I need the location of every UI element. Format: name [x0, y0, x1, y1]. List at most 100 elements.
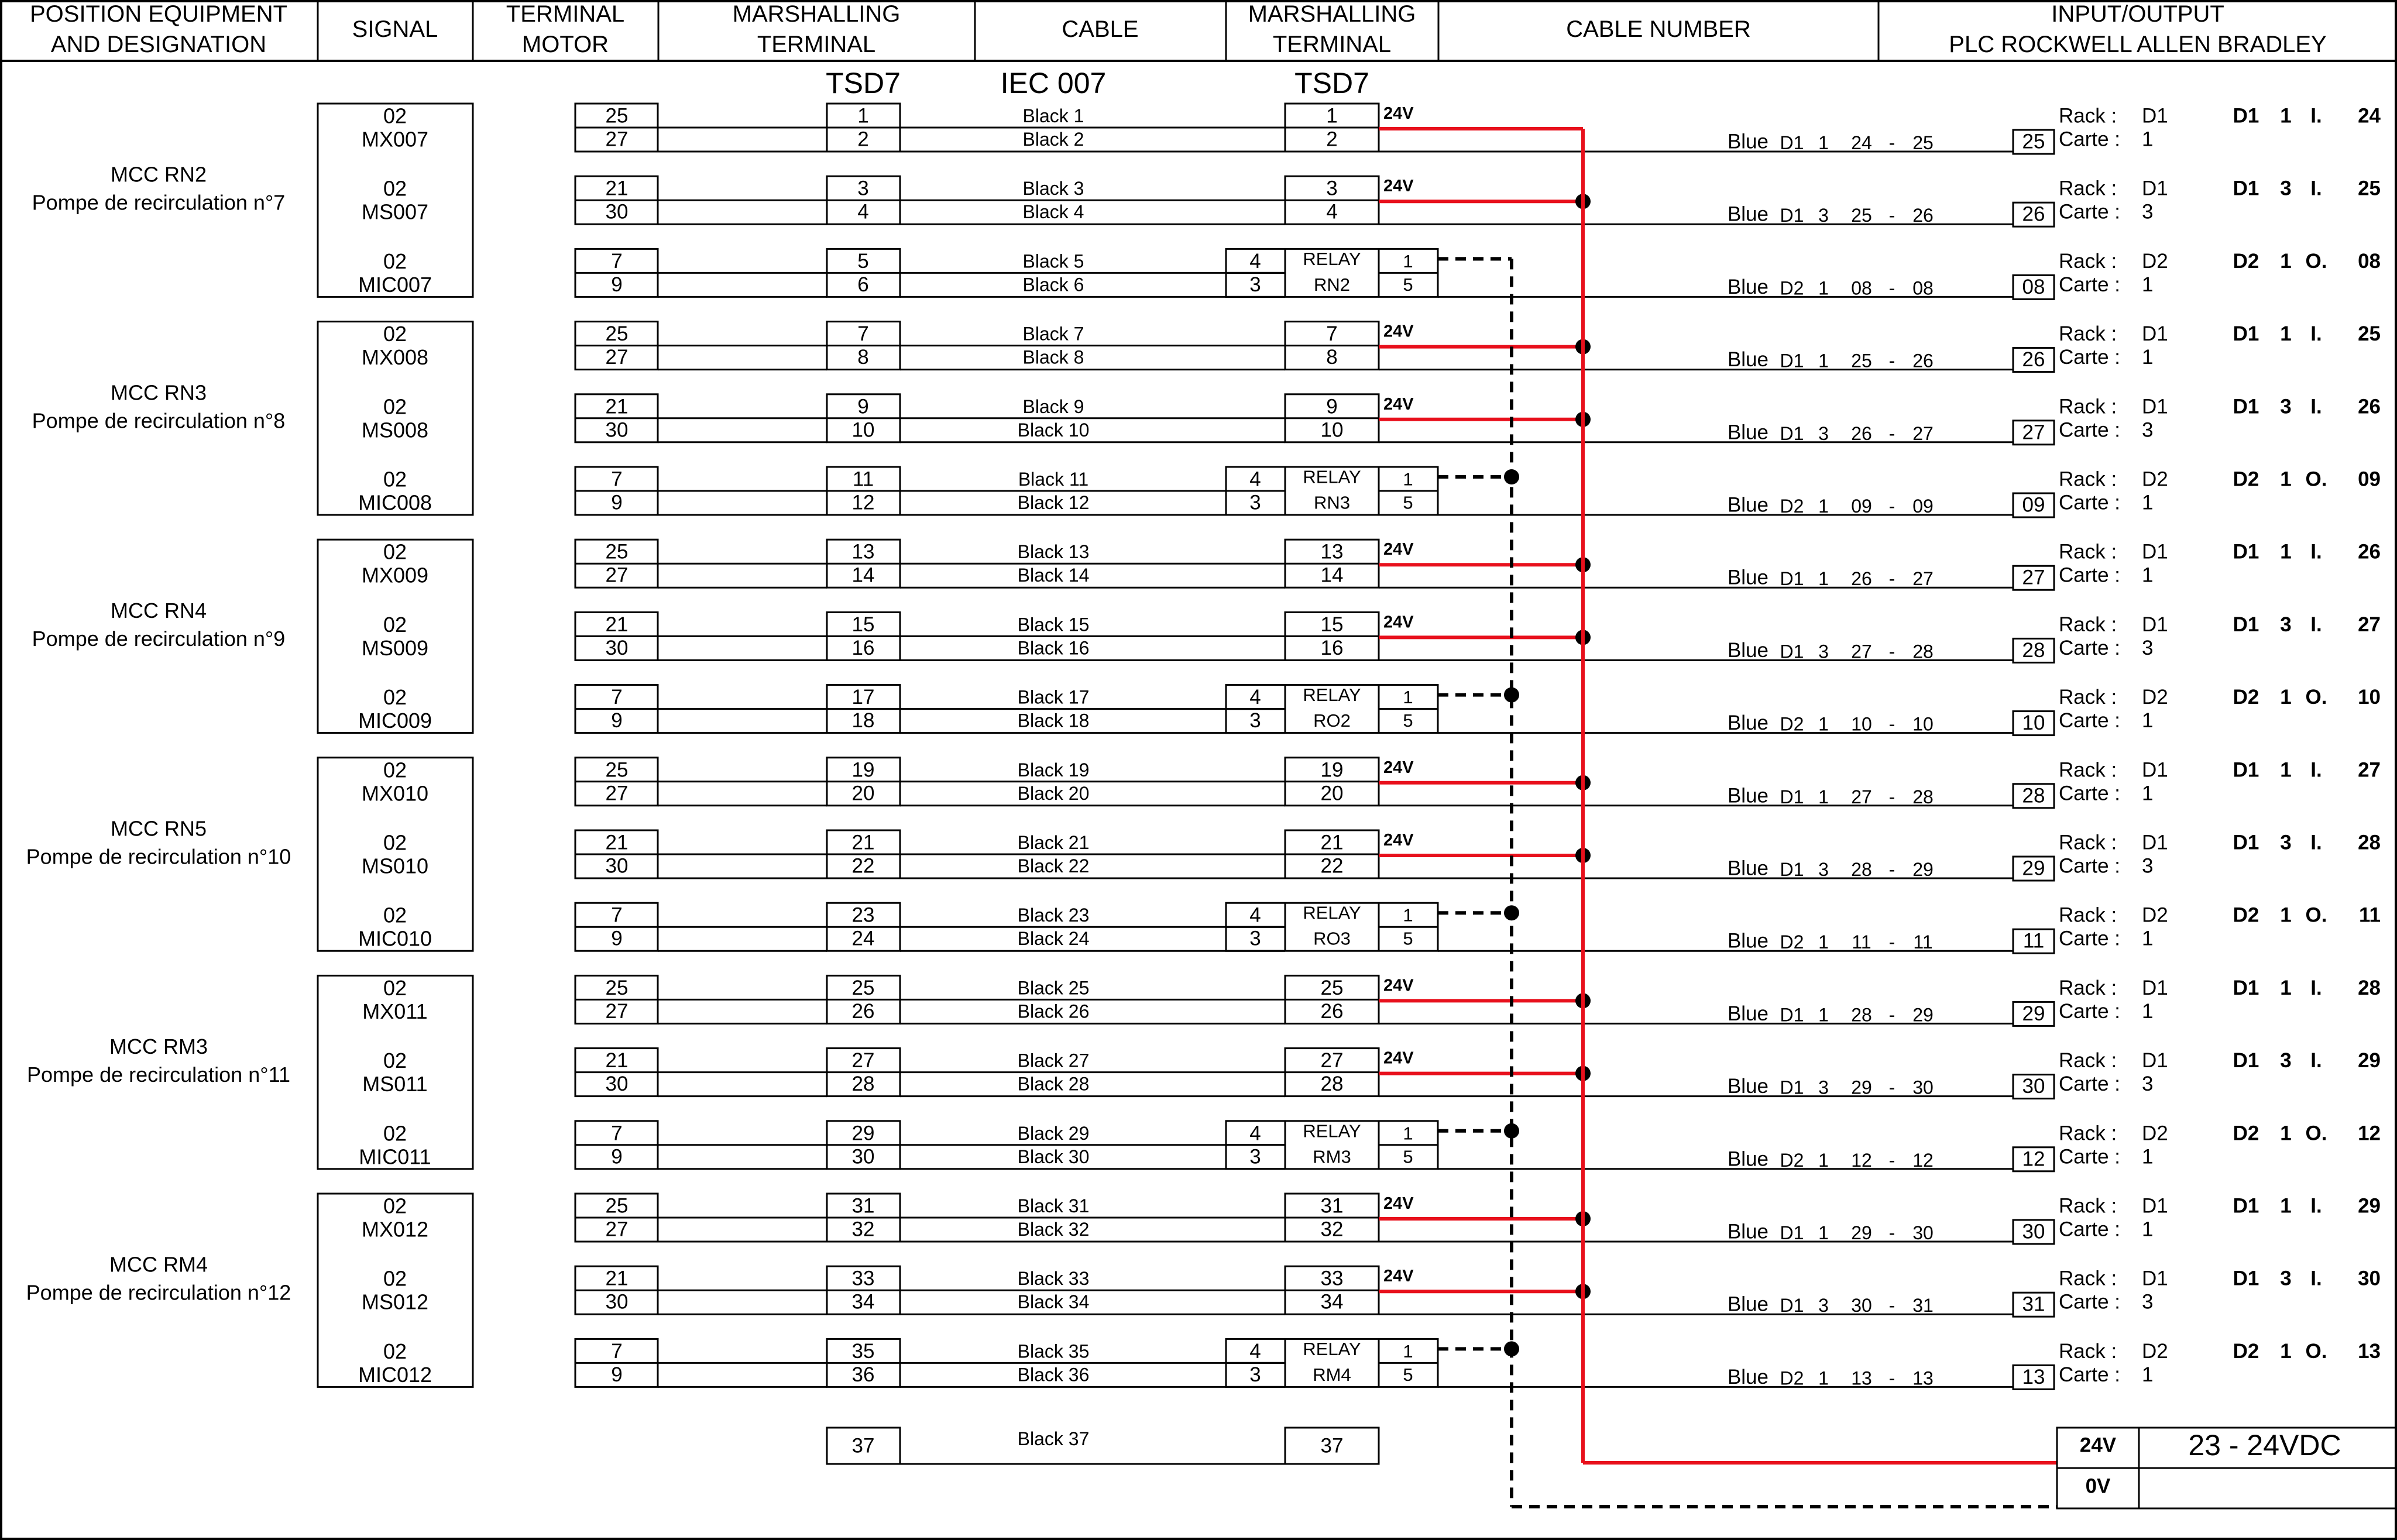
- relay-pin: 3: [1249, 1145, 1261, 1168]
- equipment-description: Pompe de recirculation n°11: [27, 1063, 290, 1087]
- equipment-name: MCC RN3: [111, 380, 207, 404]
- cable-colour-label: Blue: [1728, 1075, 1768, 1098]
- card-label: Carte :: [2059, 1363, 2120, 1386]
- io-address-part: D1: [2233, 1049, 2259, 1072]
- cable-core-label: Black 15: [1018, 614, 1090, 635]
- io-address-part: 28: [2358, 977, 2381, 999]
- cable-number-part: 27: [1851, 641, 1872, 662]
- equipment-description: Pompe de recirculation n°8: [32, 408, 286, 432]
- cable-colour-label: Blue: [1728, 1002, 1768, 1025]
- marshalling-terminal-number: 33: [852, 1267, 875, 1290]
- relay-contact: 5: [1403, 929, 1413, 949]
- cable-number-part: 29: [1912, 859, 1934, 880]
- rack-value: D1: [2142, 322, 2168, 345]
- plc-channel-box: [2012, 783, 2055, 809]
- io-address-part: 1: [2280, 1195, 2291, 1218]
- card-value: 1: [2142, 1218, 2153, 1241]
- marshalling-terminal-number: 19: [852, 758, 875, 781]
- relay-contact: 1: [1403, 687, 1413, 707]
- cable-colour-label: Blue: [1728, 494, 1768, 517]
- relay-label: RELAY: [1303, 1120, 1361, 1141]
- cable-number-part: 11: [1913, 931, 1932, 953]
- column-header-line: TERMINAL: [1273, 32, 1391, 57]
- marshalling-terminal-number: 32: [1321, 1218, 1344, 1241]
- cable-number-part: 27: [1912, 423, 1934, 444]
- io-address-part: I.: [2310, 105, 2322, 128]
- column-header: CABLE NUMBER: [1566, 16, 1751, 42]
- plc-channel-number: 13: [2022, 1366, 2045, 1388]
- relay-contact: 1: [1403, 251, 1413, 271]
- column-header-line: TERMINAL: [757, 32, 875, 57]
- cable-number-part: 28: [1912, 786, 1934, 807]
- io-address-part: 26: [2358, 541, 2381, 563]
- cable-number-part: 10: [1912, 714, 1934, 735]
- cable-number-part: 3: [1818, 641, 1829, 662]
- equipment-description: Pompe de recirculation n°10: [26, 845, 291, 869]
- rack-value: D1: [2142, 613, 2168, 636]
- rack-label: Rack :: [2059, 541, 2117, 563]
- marshalling-terminal-number: 10: [852, 418, 875, 441]
- cable-number-part: -: [1889, 1150, 1895, 1171]
- cable-core-label: Black 16: [1018, 637, 1090, 658]
- supply-24v-label: 24V: [1383, 1194, 1414, 1213]
- rack-value: D2: [2142, 250, 2168, 273]
- plc-channel-number: 11: [2023, 930, 2044, 953]
- cable-number-part: 29: [1912, 1004, 1934, 1025]
- cable-number-part: -: [1889, 1004, 1895, 1025]
- io-address-part: D1: [2233, 831, 2259, 854]
- io-address-part: 08: [2358, 250, 2381, 273]
- rack-value: D1: [2142, 395, 2168, 418]
- motor-terminal-number: 21: [606, 395, 629, 418]
- signal-group-box: [317, 321, 474, 516]
- signal-tag: MX009: [362, 563, 428, 587]
- column-header-line: MARSHALLING: [1248, 1, 1416, 27]
- column-header-line: TERMINAL: [506, 1, 624, 27]
- marshalling-terminal-number: 9: [857, 395, 868, 418]
- rack-label: Rack :: [2059, 831, 2117, 854]
- io-address-part: 1: [2280, 541, 2291, 563]
- cable-core-label: Black 3: [1023, 178, 1084, 199]
- card-value: 3: [2142, 418, 2153, 441]
- spare-terminal-box: [826, 1426, 901, 1465]
- cable-number-part: D1: [1780, 1222, 1804, 1243]
- marshalling-terminal-number: 1: [857, 105, 868, 128]
- motor-terminal-number: 9: [611, 927, 622, 950]
- cable-core-label: Black 6: [1023, 274, 1084, 295]
- terminal-strip-label: TSD7: [1294, 67, 1369, 99]
- signal-group-box: [317, 538, 474, 734]
- signal-tag: MX008: [362, 345, 428, 369]
- cable-core-label: Black 2: [1023, 129, 1084, 150]
- io-address-part: O.: [2306, 1340, 2327, 1363]
- relay-contact: 5: [1403, 1364, 1413, 1385]
- rack-label: Rack :: [2059, 977, 2117, 999]
- plc-channel-box: [2012, 1219, 2055, 1245]
- plc-channel-number: 28: [2022, 784, 2045, 807]
- card-value: 1: [2142, 709, 2153, 732]
- io-address-part: 12: [2358, 1122, 2381, 1144]
- relay-label: RELAY: [1303, 249, 1361, 269]
- motor-terminal-number: 9: [611, 1145, 622, 1168]
- io-address-part: 10: [2358, 686, 2381, 709]
- io-address-part: D1: [2233, 613, 2259, 636]
- marshalling-terminal-number: 22: [1321, 855, 1344, 878]
- marshalling-terminal-number: 33: [1321, 1267, 1344, 1290]
- cable-colour-label: Blue: [1728, 784, 1768, 807]
- cable-number-part: 3: [1818, 859, 1829, 880]
- marshalling-terminal-number: 31: [1321, 1195, 1344, 1218]
- cable-number-part: D1: [1780, 859, 1804, 880]
- motor-terminal-number: 27: [606, 1218, 629, 1241]
- cable-number-part: 1: [1818, 1222, 1829, 1243]
- supply-24v-label: 24V: [1383, 322, 1414, 341]
- marshalling-terminal-number: 25: [852, 977, 875, 999]
- cable-colour-label: Blue: [1728, 857, 1768, 880]
- signal-code: 02: [383, 468, 407, 491]
- signal-code: 02: [383, 540, 407, 564]
- card-label: Carte :: [2059, 491, 2120, 514]
- io-address-part: 29: [2358, 1049, 2381, 1072]
- cable-number-part: D1: [1780, 641, 1804, 662]
- cable-number-part: D2: [1780, 714, 1804, 735]
- cable-colour-label: Blue: [1728, 203, 1768, 226]
- motor-terminal-number: 9: [611, 709, 622, 732]
